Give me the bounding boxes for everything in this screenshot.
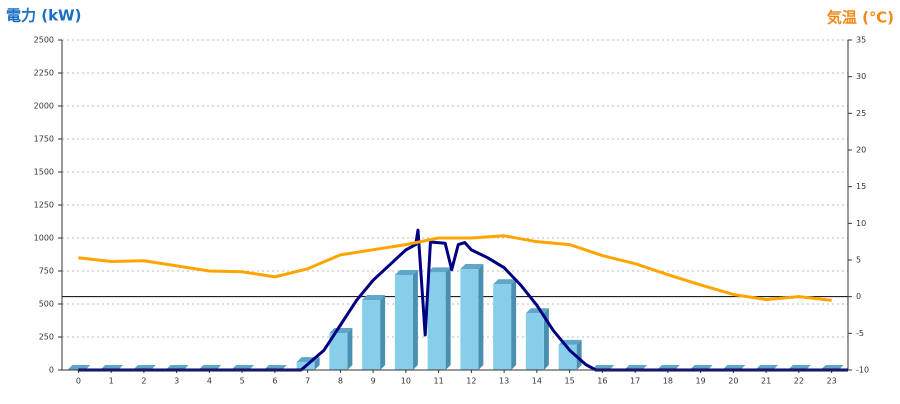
x-tick-label: 11 <box>434 377 444 386</box>
bar <box>493 279 517 370</box>
bar-top <box>493 279 517 285</box>
bar-top <box>362 295 386 301</box>
bar-front <box>460 269 479 370</box>
x-tick-label: 19 <box>696 377 706 386</box>
y-tick-label: 0 <box>49 366 54 375</box>
y-axis-title: 電力 (kW) <box>6 7 81 25</box>
bar-side <box>412 269 418 370</box>
y-tick-label: 2250 <box>34 69 54 78</box>
y2-tick-label: 5 <box>856 256 861 265</box>
x-tick-label: 13 <box>499 377 509 386</box>
bar-front <box>394 274 413 370</box>
x-tick-label: 7 <box>305 377 310 386</box>
bar-front <box>329 333 348 370</box>
bar <box>460 264 484 370</box>
x-tick-label: 16 <box>597 377 607 386</box>
y2-tick-label: 30 <box>856 72 866 81</box>
bar-top <box>525 308 549 314</box>
y2-tick-label: -5 <box>856 329 864 338</box>
y-tick-label: 2000 <box>34 102 54 111</box>
bar-side <box>347 328 353 370</box>
x-tick-label: 12 <box>466 377 476 386</box>
x-tick-label: 6 <box>272 377 277 386</box>
line <box>78 234 832 302</box>
bar <box>394 269 418 370</box>
bar-front <box>525 313 544 370</box>
bar <box>427 267 451 370</box>
x-tick-label: 21 <box>761 377 771 386</box>
x-tick-label: 23 <box>827 377 837 386</box>
x-tick-label: 10 <box>401 377 411 386</box>
bar <box>362 295 386 370</box>
bar-front <box>362 300 381 370</box>
bar-top <box>394 269 418 275</box>
x-tick-label: 9 <box>371 377 376 386</box>
y-tick-label: 500 <box>39 300 54 309</box>
y2-tick-label: -10 <box>856 366 869 375</box>
y2-tick-label: 10 <box>856 219 866 228</box>
x-tick-label: 2 <box>141 377 146 386</box>
y2-tick-label: 15 <box>856 182 866 191</box>
bar <box>558 339 582 370</box>
y2-tick-label: 35 <box>856 36 866 45</box>
bar-side <box>314 357 320 370</box>
y2-tick-label: 25 <box>856 109 866 118</box>
bar-side <box>511 279 517 370</box>
bar-top <box>427 267 451 273</box>
y-tick-label: 750 <box>39 267 54 276</box>
bar-top <box>460 264 484 270</box>
bar-front <box>427 272 446 370</box>
y2-tick-label: 20 <box>856 146 866 155</box>
x-tick-label: 4 <box>207 377 212 386</box>
x-tick-label: 15 <box>565 377 575 386</box>
x-tick-label: 3 <box>174 377 179 386</box>
bar-side <box>445 267 451 370</box>
bar-front <box>493 284 512 370</box>
x-tick-label: 22 <box>794 377 804 386</box>
y2-tick-label: 0 <box>856 292 861 301</box>
y-tick-label: 250 <box>39 333 54 342</box>
x-tick-label: 14 <box>532 377 542 386</box>
y-tick-label: 2500 <box>34 36 54 45</box>
line <box>78 228 848 372</box>
bar-side <box>478 264 484 370</box>
x-tick-label: 5 <box>240 377 245 386</box>
y-tick-label: 1750 <box>34 135 54 144</box>
x-tick-label: 1 <box>109 377 114 386</box>
x-tick-label: 0 <box>76 377 81 386</box>
bar-side <box>380 295 386 370</box>
bar-side <box>576 339 582 370</box>
y-tick-label: 1000 <box>34 234 54 243</box>
y2-axis-title: 気温 (℃) <box>827 9 894 27</box>
x-tick-label: 20 <box>728 377 738 386</box>
y-tick-label: 1500 <box>34 168 54 177</box>
x-tick-label: 18 <box>663 377 673 386</box>
x-tick-label: 8 <box>338 377 343 386</box>
x-tick-label: 17 <box>630 377 640 386</box>
y-tick-label: 1250 <box>34 201 54 210</box>
